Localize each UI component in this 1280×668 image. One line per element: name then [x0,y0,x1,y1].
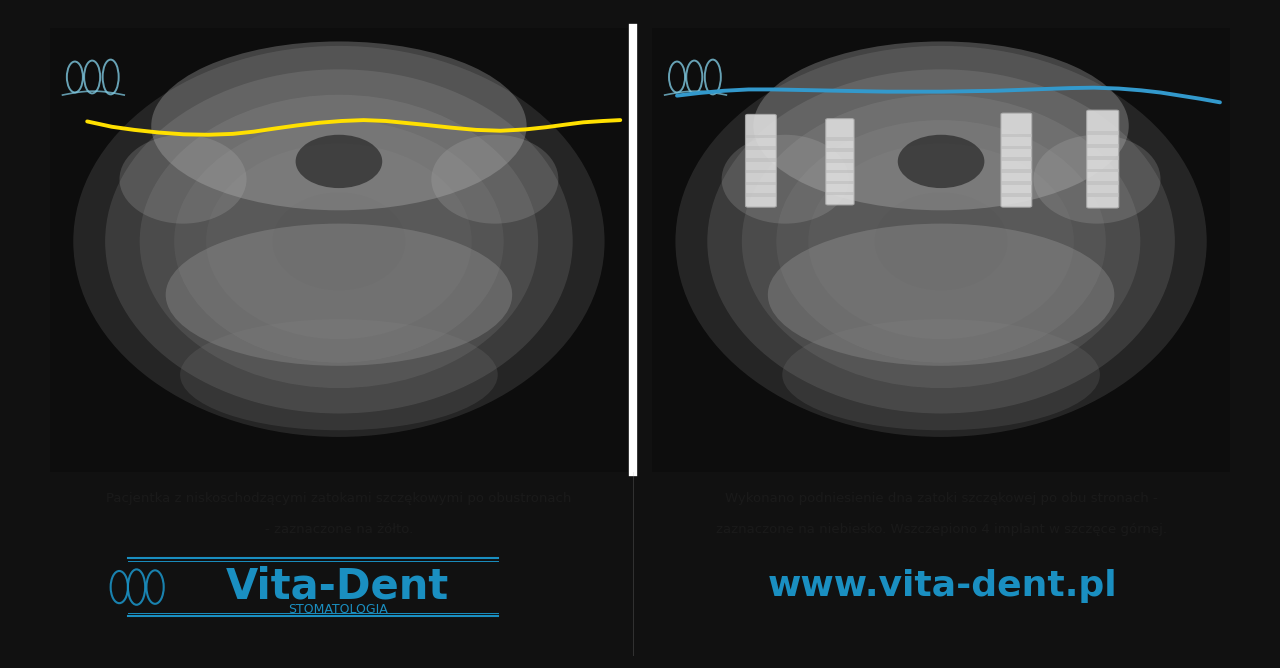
FancyBboxPatch shape [826,170,854,174]
Ellipse shape [676,46,1207,437]
FancyBboxPatch shape [1087,132,1119,135]
Ellipse shape [708,69,1175,413]
FancyBboxPatch shape [826,138,854,141]
Ellipse shape [874,192,1007,291]
Ellipse shape [722,135,849,224]
FancyBboxPatch shape [1087,156,1119,160]
Ellipse shape [754,41,1129,210]
FancyBboxPatch shape [826,148,854,152]
FancyBboxPatch shape [826,192,854,195]
Ellipse shape [273,192,406,291]
Text: Vita-Dent: Vita-Dent [227,565,449,607]
FancyBboxPatch shape [50,28,627,472]
Text: Wykonano podniesienie dna zatoki szczękowej po obu stronach -: Wykonano podniesienie dna zatoki szczęko… [724,492,1157,505]
Ellipse shape [777,120,1106,363]
Ellipse shape [808,144,1074,339]
Text: STOMATOLOGIA: STOMATOLOGIA [288,603,388,616]
FancyBboxPatch shape [1001,113,1032,207]
FancyBboxPatch shape [1001,146,1032,149]
FancyBboxPatch shape [1001,134,1032,137]
Ellipse shape [768,224,1115,366]
Text: www.vita-dent.pl: www.vita-dent.pl [768,569,1117,603]
FancyBboxPatch shape [745,182,777,185]
FancyBboxPatch shape [826,181,854,184]
Ellipse shape [296,135,383,188]
FancyBboxPatch shape [745,193,777,197]
FancyBboxPatch shape [1001,158,1032,161]
FancyBboxPatch shape [1087,194,1119,197]
Ellipse shape [105,69,572,413]
Text: zaznaczone na niebiesko. Wszczepiono 4 implant w szczęce górnej.: zaznaczone na niebiesko. Wszczepiono 4 i… [716,522,1166,536]
Ellipse shape [119,135,247,224]
Ellipse shape [140,95,538,388]
FancyBboxPatch shape [745,170,777,174]
Ellipse shape [742,95,1140,388]
FancyBboxPatch shape [1087,144,1119,148]
Ellipse shape [897,135,984,188]
Ellipse shape [782,319,1100,430]
FancyBboxPatch shape [1087,168,1119,172]
FancyBboxPatch shape [745,135,777,138]
FancyBboxPatch shape [653,28,1230,472]
FancyBboxPatch shape [745,146,777,150]
FancyBboxPatch shape [826,159,854,162]
Ellipse shape [1033,135,1161,224]
Ellipse shape [151,41,526,210]
FancyBboxPatch shape [1001,181,1032,185]
FancyBboxPatch shape [1001,169,1032,173]
FancyBboxPatch shape [1087,181,1119,185]
Ellipse shape [180,319,498,430]
Ellipse shape [174,120,503,363]
FancyBboxPatch shape [826,119,854,205]
Ellipse shape [165,224,512,366]
Text: - zaznaczone na żółto.: - zaznaczone na żółto. [265,522,413,536]
Text: Pacjentka z niskoschodzącymi zatokami szczękowymi po obustronach: Pacjentka z niskoschodzącymi zatokami sz… [106,492,572,505]
FancyBboxPatch shape [745,158,777,162]
FancyBboxPatch shape [745,114,777,207]
Ellipse shape [206,144,472,339]
FancyBboxPatch shape [1087,110,1119,208]
Ellipse shape [238,167,440,316]
Ellipse shape [73,46,604,437]
Ellipse shape [840,167,1042,316]
FancyBboxPatch shape [1001,193,1032,196]
Ellipse shape [431,135,558,224]
